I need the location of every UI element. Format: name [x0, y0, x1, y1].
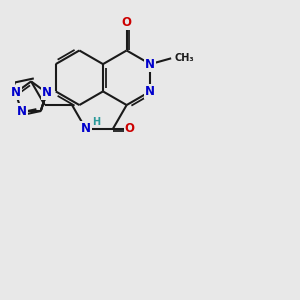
Text: N: N	[16, 104, 26, 118]
Text: CH₃: CH₃	[175, 53, 195, 63]
Text: O: O	[122, 16, 132, 29]
Text: N: N	[42, 86, 52, 99]
Text: H: H	[92, 117, 100, 127]
Text: N: N	[81, 122, 91, 135]
Text: O: O	[124, 122, 135, 135]
Text: N: N	[145, 85, 155, 98]
Text: N: N	[11, 86, 20, 99]
Text: N: N	[145, 58, 155, 70]
